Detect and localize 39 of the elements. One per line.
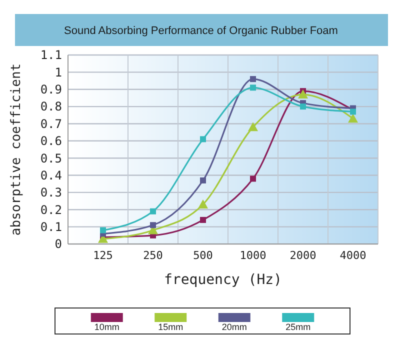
point bbox=[200, 177, 206, 184]
x-axis-title: frequency (Hz) bbox=[164, 272, 282, 288]
y-tick-label: 0.3 bbox=[40, 186, 62, 200]
x-tick-label: 500 bbox=[193, 249, 213, 262]
point bbox=[150, 222, 156, 228]
point bbox=[298, 90, 308, 99]
point bbox=[250, 76, 256, 82]
legend-label: 25mm bbox=[286, 322, 311, 332]
point bbox=[198, 199, 208, 208]
point bbox=[250, 84, 256, 91]
x-tick-label: 4000 bbox=[340, 249, 366, 262]
point bbox=[200, 216, 206, 223]
y-tick-label: 0 bbox=[54, 237, 62, 252]
point bbox=[248, 122, 258, 132]
y-tick-label: 0.5 bbox=[40, 151, 62, 166]
point bbox=[150, 208, 156, 214]
legend-label: 10mm bbox=[94, 322, 120, 332]
chart-title: Sound Absorbing Performance of Organic Rubber Foam bbox=[64, 25, 338, 37]
point bbox=[300, 104, 306, 110]
y-tick-label: 0.9 bbox=[40, 82, 62, 97]
point bbox=[100, 227, 106, 234]
point bbox=[250, 176, 256, 182]
y-axis-title: absorptive coefficient bbox=[9, 63, 24, 236]
point bbox=[348, 114, 358, 123]
legend-label: 20mm bbox=[222, 322, 247, 332]
y-tick-label: 0.6 bbox=[40, 134, 62, 148]
y-tick-label: 0.7 bbox=[40, 116, 62, 131]
y-tick-label: 0.8 bbox=[40, 100, 62, 114]
x-tick-label: 2000 bbox=[290, 249, 316, 262]
x-tick-label: 250 bbox=[143, 249, 163, 262]
legend-label: 15mm bbox=[158, 322, 184, 332]
y-tick-label: 1 bbox=[54, 65, 62, 80]
x-tick-label: 1000 bbox=[240, 249, 266, 262]
x-tick-label: 125 bbox=[93, 249, 113, 262]
y-tick-label: 0.4 bbox=[40, 168, 62, 182]
y-tick-label: 1.1 bbox=[40, 48, 62, 62]
point bbox=[200, 136, 206, 142]
y-tick-label: 0.2 bbox=[40, 202, 62, 217]
y-tick-label: 0.1 bbox=[40, 220, 62, 234]
